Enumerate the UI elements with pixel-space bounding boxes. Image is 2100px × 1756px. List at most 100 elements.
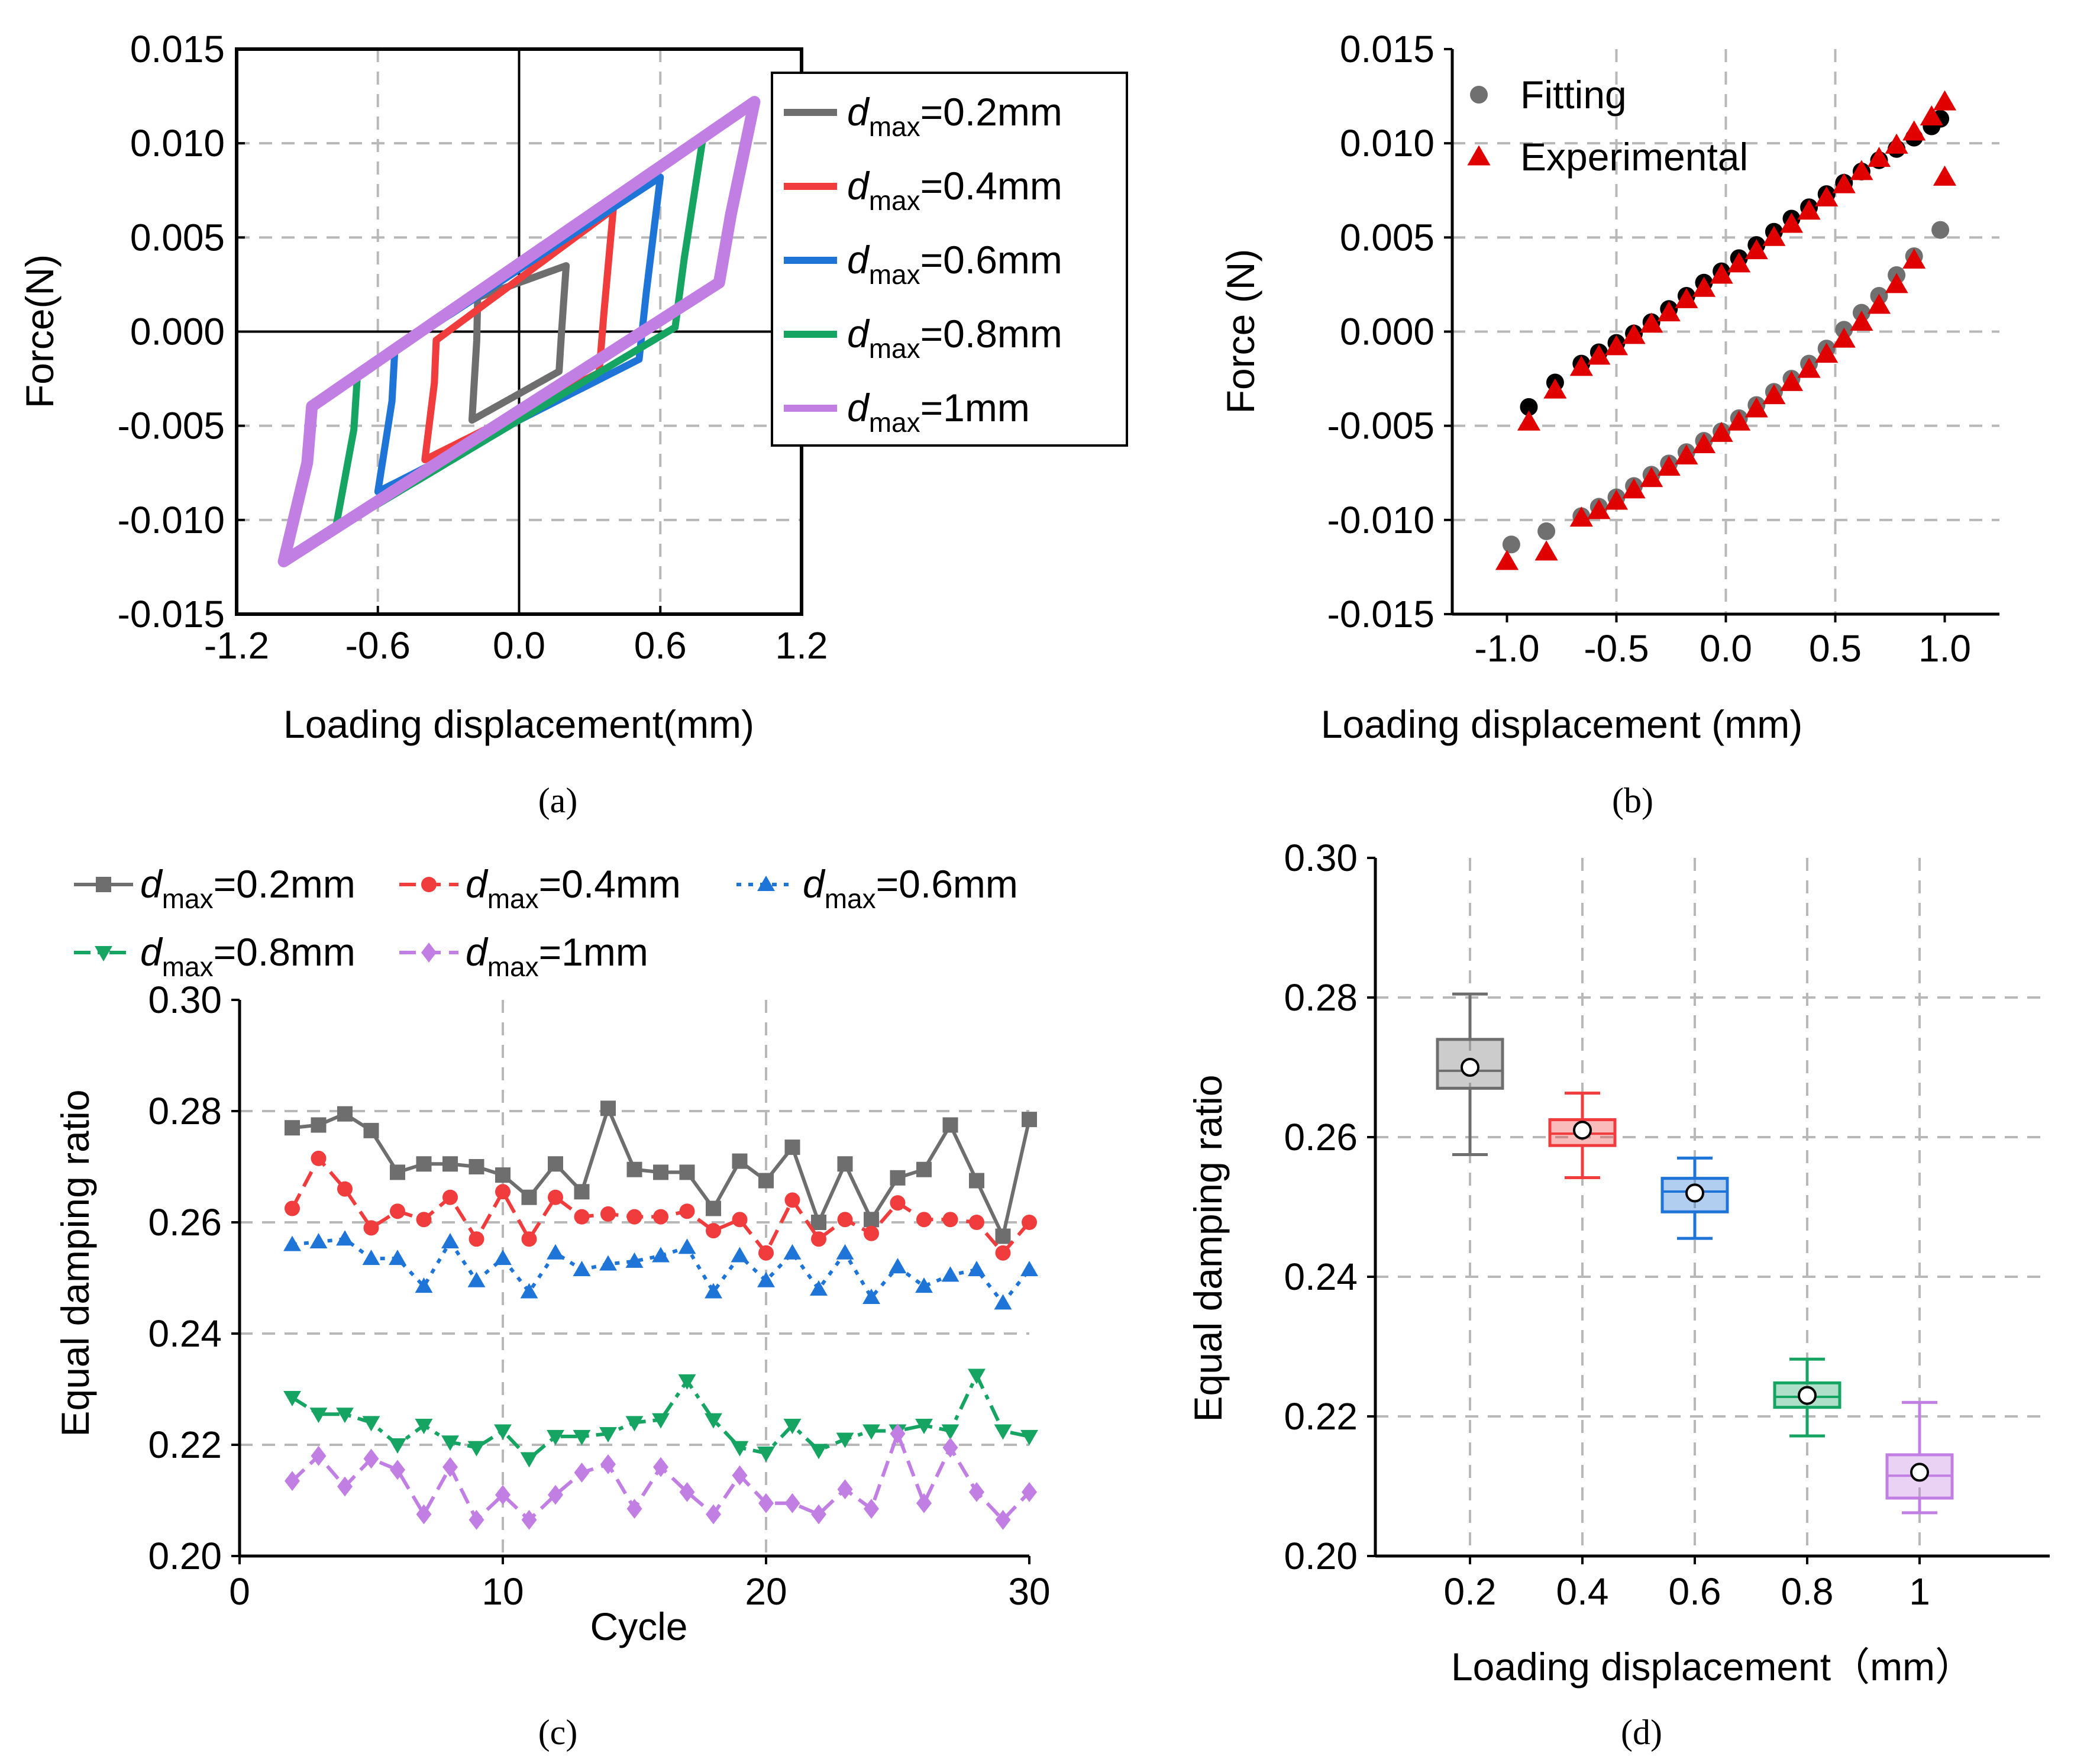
panel-c-data-point: [706, 1200, 721, 1216]
panel-c-data-point: [469, 1510, 484, 1530]
panel-c-data-point: [652, 1413, 670, 1429]
panel-c-data-point: [941, 1424, 959, 1440]
panel-c-data-point: [995, 1510, 1011, 1530]
panel-b-experimental-point: [1744, 239, 1768, 260]
panel-d-mean-marker: [1685, 1183, 1704, 1203]
panel-b-legend-marker-fitting: [1470, 86, 1488, 104]
panel-c-data-point: [1020, 1260, 1038, 1276]
panel-c-data-point: [915, 1419, 933, 1435]
panel-c-data-point: [837, 1479, 853, 1500]
panel-c-data-point: [916, 1212, 932, 1228]
panel-c-data-point: [864, 1212, 879, 1228]
panel-b-experimental-point: [1832, 327, 1856, 348]
panel-a-ylabel: Force(N): [18, 254, 62, 408]
panel-c-ytick-label: 0.28: [148, 1090, 222, 1132]
panel-c-data-point: [626, 1209, 642, 1225]
panel-c: 0 10 20 30 0.20 0.22 0.24 0.26 0.28 0.30 dmax=0.2…: [53, 862, 1051, 1752]
panel-c-series-line: [291, 1373, 1030, 1461]
panel-b-fitting-point: [1520, 398, 1538, 416]
panel-c-data-point: [757, 1271, 775, 1287]
panel-c-data-point: [626, 1499, 642, 1519]
panel-d-ytick-label: 0.30: [1284, 837, 1358, 879]
panel-c-data-point: [495, 1484, 511, 1505]
panel-b-ytick-label: -0.010: [1327, 499, 1435, 541]
panel-c-data-point: [390, 1460, 405, 1480]
panel-c-data-point: [574, 1209, 590, 1225]
panel-d-xtick-label: 0.4: [1556, 1570, 1609, 1613]
panel-c-data-point: [889, 1258, 907, 1274]
panel-c-data-point: [441, 1232, 459, 1248]
panel-c-data-point: [732, 1465, 748, 1486]
panel-c-data-point: [415, 1277, 433, 1293]
panel-c-data-point: [1022, 1112, 1037, 1128]
panel-b-xlabel: Loading displacement (mm): [1321, 702, 1802, 746]
panel-c-data-point: [969, 1482, 984, 1502]
panel-c-data-point: [968, 1260, 986, 1276]
panel-d-mean-marker: [1573, 1121, 1592, 1140]
panel-c-legend-marker: [421, 877, 437, 892]
panel-c-data-point: [862, 1424, 880, 1440]
panel-c-data-point: [732, 1212, 748, 1228]
panel-c-data-point: [653, 1457, 668, 1477]
panel-b-legend-label-fitting: Fitting: [1520, 73, 1627, 117]
panel-a-ytick-label: 0.010: [130, 122, 225, 164]
panel-b-experimental-point: [1867, 147, 1891, 167]
panel-c-data-point: [547, 1244, 564, 1260]
panel-a-hysteresis-loops: [277, 96, 761, 567]
panel-a-xtick-label: -1.2: [204, 624, 269, 667]
panel-c-data-point: [600, 1454, 616, 1474]
panel-c-data-point: [890, 1423, 906, 1444]
panel-c-data-point: [599, 1255, 617, 1271]
panel-c-data-point: [783, 1244, 802, 1260]
panel-c-data-point: [336, 1230, 354, 1246]
panel-b-xtick-label: -1.0: [1474, 627, 1539, 670]
panel-b-experimental-point: [1604, 489, 1629, 510]
panel-d-ytick-label: 0.20: [1284, 1535, 1358, 1577]
panel-c-data-point: [862, 1288, 880, 1304]
panel-b-experimental-point: [1933, 165, 1957, 186]
panel-b-ytick-label: 0.010: [1340, 122, 1435, 164]
panel-b-experimental-point: [1587, 499, 1611, 519]
panel-d-ytick-label: 0.22: [1284, 1395, 1358, 1438]
panel-c-data-point: [784, 1140, 800, 1155]
panel-c-ytick-label: 0.22: [148, 1423, 222, 1466]
panel-c-legend-marker: [95, 945, 112, 961]
panel-c-data-point: [652, 1247, 670, 1263]
panel-c-data-point: [311, 1445, 327, 1466]
panel-b-experimental-point: [1710, 263, 1733, 284]
panel-c-data-point: [864, 1499, 879, 1519]
panel-c-data-point: [521, 1510, 537, 1530]
panel-c-ytick-label: 0.26: [148, 1201, 222, 1244]
panel-b-ytick-label: -0.015: [1327, 593, 1435, 635]
panel-d-boxes: [1436, 992, 1954, 1515]
panel-c-data-point: [521, 1189, 537, 1205]
panel-c-data-point: [653, 1164, 668, 1180]
panel-c-data-point: [784, 1493, 800, 1513]
panel-b-xtick-label: -0.5: [1584, 627, 1649, 670]
panel-c-data-point: [495, 1167, 511, 1183]
panel-c-data-point: [994, 1294, 1012, 1310]
panel-d-ticks: 0.2 0.4 0.6 0.8 1 0.20 0.22 0.24 0.26 0.28 0.30: [1284, 837, 1930, 1613]
panel-a-legend: dmax=0.2mm dmax=0.4mm dmax=0.6mm dmax=0.8mm…: [771, 72, 1128, 447]
panel-b-experimental-point: [1657, 301, 1681, 322]
panel-c-data-point: [337, 1476, 353, 1497]
panel-c-data-point: [600, 1100, 616, 1116]
panel-c-data-point: [942, 1212, 958, 1228]
panel-c-data-point: [521, 1231, 537, 1247]
panel-c-data-point: [600, 1206, 616, 1222]
panel-b-experimental-point: [1622, 478, 1646, 499]
panel-a-loop-dmax1mm: [277, 96, 761, 567]
panel-c-data-point: [337, 1106, 353, 1122]
panel-c-legend-label: dmax=1mm: [466, 930, 648, 982]
panel-c-data-point: [389, 1438, 406, 1454]
panel-b-ytick-label: -0.005: [1327, 405, 1435, 447]
panel-c-data-point: [679, 1482, 695, 1502]
panel-b-experimental-point: [1850, 311, 1873, 331]
panel-a-caption: (a): [538, 781, 578, 820]
panel-c-data-point: [706, 1223, 721, 1239]
panel-d-xtick-label: 1: [1909, 1570, 1930, 1613]
panel-c-series: [283, 1100, 1038, 1530]
panel-a-ytick-label: 0.005: [130, 216, 225, 259]
panel-b-experimental-point: [1517, 410, 1541, 431]
panel-b-experimental-point: [1762, 225, 1786, 246]
